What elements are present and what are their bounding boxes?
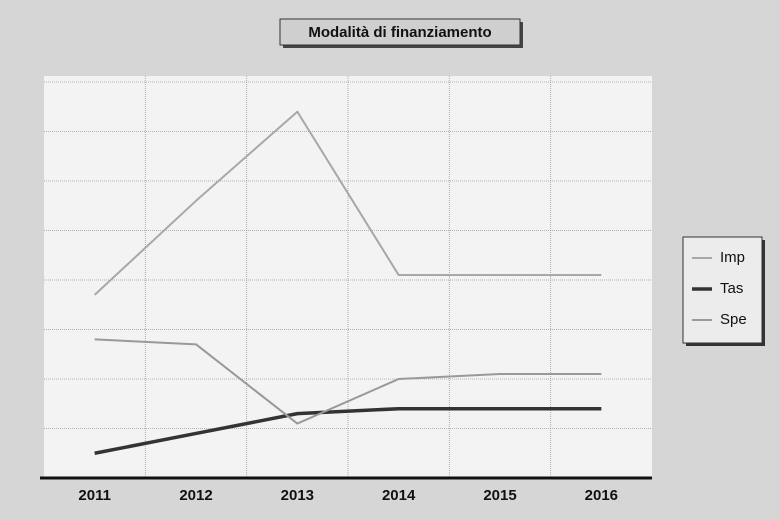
x-tick-label: 2015 bbox=[483, 487, 516, 504]
line-series bbox=[93, 110, 602, 296]
line-series bbox=[94, 338, 602, 425]
legend-label: Spe bbox=[720, 311, 747, 328]
legend-label: Imp bbox=[720, 249, 745, 266]
line-series bbox=[94, 406, 602, 455]
legend-label: Tas bbox=[720, 280, 743, 297]
x-tick-label: 2012 bbox=[179, 487, 212, 504]
x-tick-label: 2014 bbox=[382, 487, 416, 504]
title-box bbox=[279, 18, 521, 46]
chart-title: Modalità di finanziamento bbox=[308, 24, 491, 41]
x-tick-label: 2013 bbox=[281, 487, 314, 504]
x-tick-label: 2011 bbox=[78, 487, 111, 504]
x-tick-label: 2016 bbox=[585, 487, 618, 504]
